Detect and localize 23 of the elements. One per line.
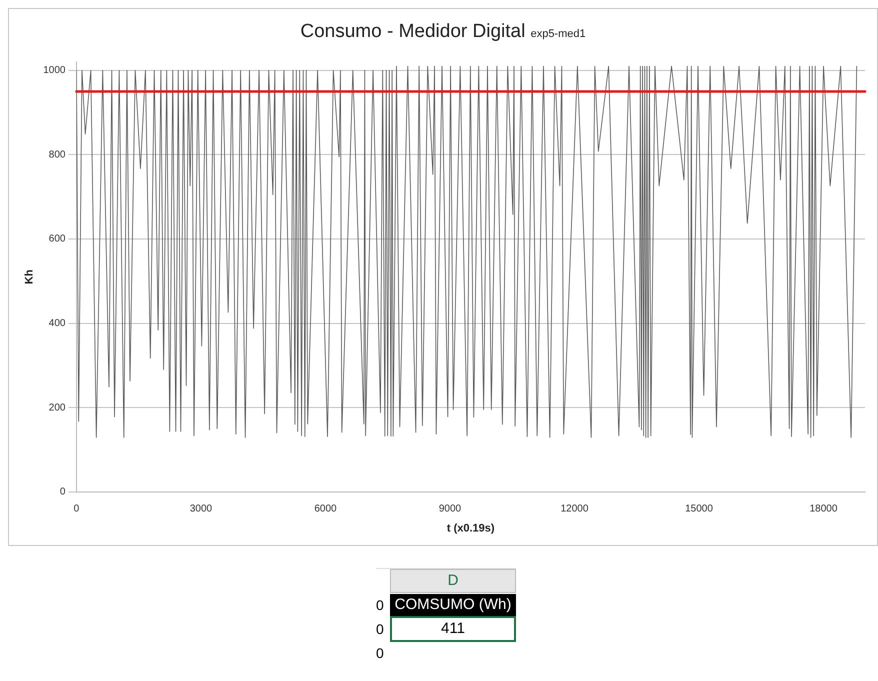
x-tick-label: 6000 xyxy=(314,504,338,515)
y-tick-label: 1000 xyxy=(43,65,66,76)
x-tick-label: 0 xyxy=(74,504,80,515)
text: 411 xyxy=(390,616,516,642)
y-axis-title: Kh xyxy=(24,269,36,284)
x-tick-label: 12000 xyxy=(560,504,589,515)
x-tick-label: 18000 xyxy=(810,504,838,515)
text: 0 xyxy=(376,621,385,637)
text: 0 xyxy=(376,645,385,661)
chart-title: Consumo - Medidor Digital xyxy=(300,21,526,42)
y-tick-label: 400 xyxy=(48,318,66,329)
text: D xyxy=(390,569,516,593)
text: COMSUMO (Wh) xyxy=(390,594,516,616)
y-tick-label: 600 xyxy=(48,234,66,245)
y-tick-label: 800 xyxy=(48,149,66,160)
x-tick-label: 15000 xyxy=(685,504,714,515)
y-tick-label: 0 xyxy=(60,486,66,498)
text: 0 xyxy=(376,597,385,613)
x-tick-label: 9000 xyxy=(438,504,462,515)
x-axis-title: t (x0.19s) xyxy=(446,522,495,534)
x-tick-label: 3000 xyxy=(190,504,213,515)
chart-subtitle: exp5-med1 xyxy=(530,28,586,40)
y-tick-label: 200 xyxy=(48,402,66,414)
